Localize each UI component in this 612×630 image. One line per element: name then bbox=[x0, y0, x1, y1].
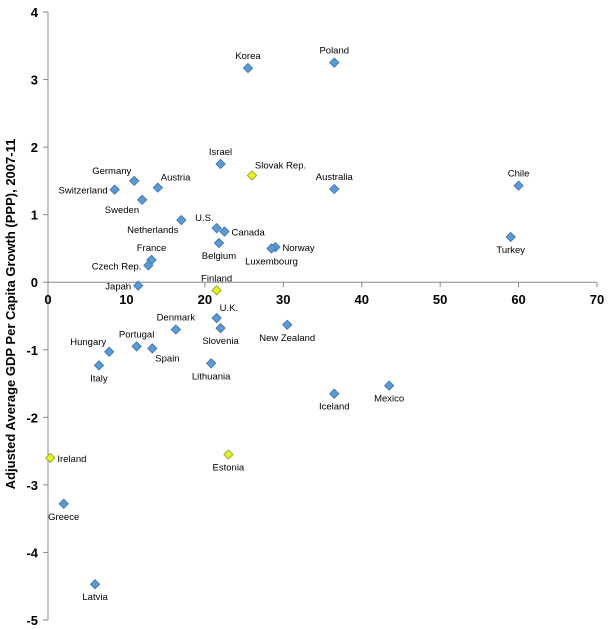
data-point-marker bbox=[213, 237, 225, 249]
y-tick-label: 4 bbox=[31, 5, 39, 20]
y-tick-label: -4 bbox=[26, 545, 38, 560]
data-point-marker bbox=[93, 360, 105, 371]
data-point-marker bbox=[329, 57, 340, 68]
data-point-label: Greece bbox=[48, 512, 79, 523]
data-point-label: Slovak Rep. bbox=[255, 160, 306, 171]
data-point-label: Iceland bbox=[319, 402, 350, 413]
data-point-label: U.K. bbox=[220, 303, 238, 314]
data-point-marker bbox=[205, 358, 217, 369]
data-point-marker bbox=[109, 184, 120, 195]
data-point-marker bbox=[242, 62, 254, 74]
data-point-marker bbox=[282, 319, 293, 330]
data-point-label: Denmark bbox=[157, 313, 196, 324]
data-point-label: Finland bbox=[201, 273, 232, 284]
data-point-label: Israel bbox=[209, 147, 232, 158]
data-point-label: Korea bbox=[235, 51, 261, 62]
data-point-label: Turkey bbox=[496, 245, 525, 256]
data-point-marker bbox=[176, 214, 187, 226]
data-point-marker bbox=[246, 170, 258, 181]
y-tick-label: 0 bbox=[31, 275, 38, 290]
data-point-label: Portugal bbox=[119, 329, 154, 340]
data-point-marker bbox=[131, 341, 142, 352]
data-point-marker bbox=[45, 452, 56, 464]
data-point-marker bbox=[223, 449, 234, 460]
data-point-label: New Zealand bbox=[259, 333, 315, 344]
y-tick-label: 3 bbox=[31, 73, 38, 88]
data-point-marker bbox=[143, 260, 154, 271]
data-point-label: Australia bbox=[316, 172, 354, 183]
data-point-label: Ireland bbox=[57, 454, 86, 465]
data-point-label: Luxembourg bbox=[245, 256, 298, 267]
data-point-label: Netherlands bbox=[127, 225, 178, 236]
data-point-label: Switzerland bbox=[59, 186, 108, 197]
data-point-marker bbox=[152, 182, 163, 193]
data-point-marker bbox=[89, 579, 101, 590]
data-point-label: Norway bbox=[282, 243, 314, 254]
y-axis-label: Adjusted Average GDP Per Capita Growth (… bbox=[3, 139, 18, 490]
x-tick-label: 60 bbox=[511, 292, 525, 307]
x-tick-label: 40 bbox=[354, 292, 368, 307]
data-point-label: Slovenia bbox=[202, 336, 239, 347]
data-point-label: Belgium bbox=[202, 251, 236, 262]
y-tick-label: -3 bbox=[26, 478, 38, 493]
data-point-marker bbox=[211, 223, 222, 234]
data-point-label: Canada bbox=[231, 228, 265, 239]
y-tick-label: -5 bbox=[26, 613, 38, 628]
data-point-marker bbox=[211, 285, 222, 296]
y-tick-label: 2 bbox=[31, 140, 38, 155]
data-point-label: Chile bbox=[508, 169, 530, 180]
data-point-marker bbox=[104, 346, 115, 357]
data-point-label: Spain bbox=[155, 353, 179, 364]
data-point-label: Mexico bbox=[374, 394, 404, 405]
x-tick-label: 0 bbox=[44, 292, 51, 307]
data-point-marker bbox=[383, 380, 395, 391]
data-point-label: Italy bbox=[90, 373, 108, 384]
data-point-marker bbox=[505, 231, 516, 243]
y-tick-label: -2 bbox=[26, 410, 38, 425]
data-point-label: Hungary bbox=[70, 337, 106, 348]
data-point-marker bbox=[513, 180, 524, 191]
data-point-label: Japan bbox=[105, 282, 131, 293]
x-tick-label: 70 bbox=[590, 292, 604, 307]
data-point-marker bbox=[215, 322, 226, 334]
x-tick-label: 10 bbox=[119, 292, 133, 307]
x-tick-label: 50 bbox=[433, 292, 447, 307]
data-point-marker bbox=[147, 343, 158, 354]
data-point-marker bbox=[136, 194, 148, 205]
data-points: Poland Korea Israel Slovak Rep. Australia Chi… bbox=[45, 46, 530, 603]
data-point-label: Estonia bbox=[213, 462, 245, 473]
data-point-marker bbox=[170, 324, 182, 335]
data-point-label: Poland bbox=[319, 46, 349, 57]
data-point-label: Germany bbox=[92, 166, 131, 177]
y-tick-label: -1 bbox=[26, 343, 38, 358]
x-tick-label: 20 bbox=[198, 292, 212, 307]
data-point-label: Austria bbox=[161, 173, 191, 184]
data-point-label: Sweden bbox=[105, 205, 139, 216]
data-point-marker bbox=[58, 498, 69, 509]
data-point-marker bbox=[329, 388, 340, 399]
data-point-marker bbox=[219, 226, 230, 237]
data-point-marker bbox=[133, 280, 144, 291]
axes bbox=[43, 11, 598, 621]
data-point-marker bbox=[266, 243, 277, 254]
data-point-marker bbox=[211, 312, 222, 324]
data-point-label: U.S. bbox=[195, 213, 213, 224]
data-point-label: Czech Rep. bbox=[92, 261, 142, 272]
data-point-label: Lithuania bbox=[192, 371, 231, 382]
data-point-marker bbox=[129, 175, 140, 187]
x-tick-label: 30 bbox=[276, 292, 290, 307]
data-point-marker bbox=[215, 158, 226, 170]
y-tick-label: 1 bbox=[31, 208, 38, 223]
data-point-marker bbox=[329, 183, 340, 195]
data-point-label: France bbox=[137, 243, 167, 254]
data-point-label: Latvia bbox=[82, 592, 108, 603]
